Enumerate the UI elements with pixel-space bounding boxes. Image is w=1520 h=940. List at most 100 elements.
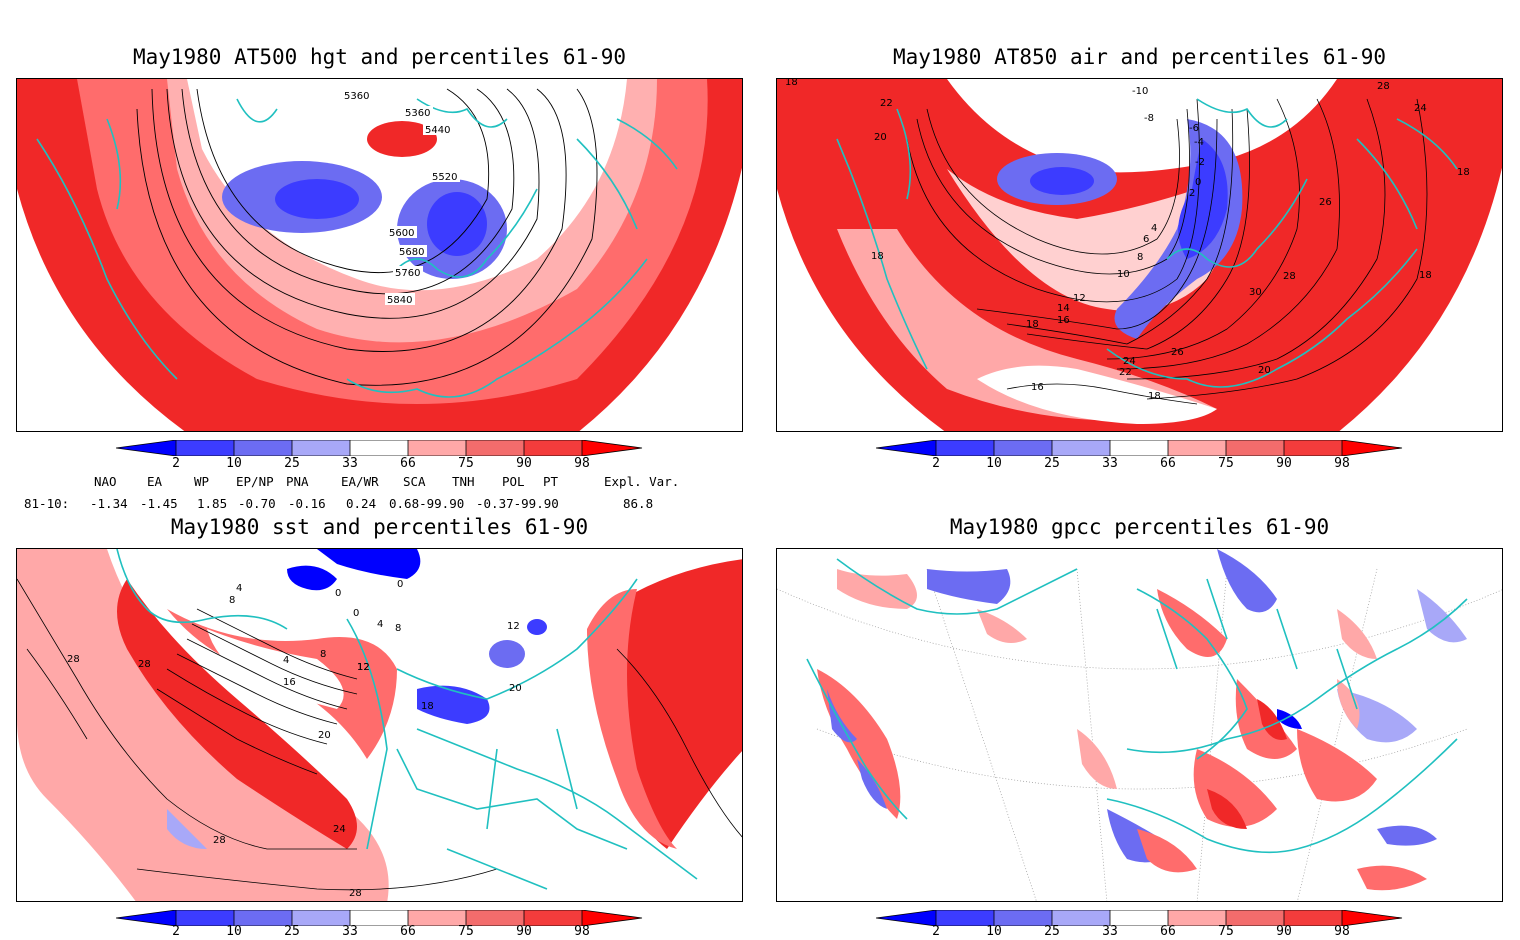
cb-label: 10 [986,456,1002,471]
contour-label: 5360 [344,91,369,102]
contour-label: 4 [1151,223,1157,234]
colorbar-segment [524,910,582,926]
contour-label: 20 [509,683,522,694]
colorbar-segment [350,440,408,456]
contour-label: 28 [1283,271,1296,282]
contour-label: 5520 [432,172,457,183]
colorbar-segment [1226,910,1284,926]
colorbar-outline [116,910,643,926]
cb-label: 98 [574,924,590,939]
contour-label: 20 [874,132,887,143]
cb-label: 25 [1044,924,1060,939]
coastlines [806,558,1468,854]
contour-label: 5600 [389,228,414,239]
colorbar-segment [1168,440,1226,456]
contour-label: 0 [335,588,341,599]
contour-label: 30 [1249,287,1262,298]
panel-title-air850: May1980 AT850 air and percentiles 61-90 [892,45,1387,69]
cold-anomaly-atlantic-core [1030,167,1094,195]
map-air850: 18 22 20 18 -10 -8 -6 -4 -2 0 2 4 6 8 10… [776,78,1503,432]
contour-label: 16 [1057,315,1070,326]
contour-label: 28 [349,888,362,899]
cb-label: 2 [932,456,940,471]
colorbar-segment [234,910,292,926]
colorbar-segment [876,910,936,926]
contour-label: -6 [1189,123,1199,134]
cb-label: 90 [516,456,532,471]
cold-anomaly-west-core [275,179,359,219]
contour-label: 28 [213,835,226,846]
colorbar-segment [1342,440,1402,456]
contour-label: 18 [785,79,798,88]
colorbar-top-right-labels: 2 10 25 33 66 75 90 98 [876,456,1404,472]
contour-label: 28 [138,659,151,670]
colorbar-segment [1052,440,1110,456]
contour-label: 20 [1258,365,1271,376]
cb-label: 98 [574,456,590,471]
index-header: WP [194,474,210,489]
colorbar-segment [408,440,466,456]
contour-label: 5760 [395,268,420,279]
index-header: EA [147,474,163,489]
cold-anomaly-europe-core [427,192,487,256]
precip-anomaly-patches [817,549,1467,891]
index-value: -0.37-99.90 [476,496,559,511]
contour-label: 28 [1377,81,1390,92]
anomaly-region-warm-pacific-edge [587,589,677,849]
index-value: -1.34 [90,496,128,511]
contour-label: 18 [421,701,434,712]
anomaly-region-light [837,229,1217,421]
contour-label: 5680 [399,247,424,258]
contour-label: 18 [1419,270,1432,281]
index-header: SCA [403,474,426,489]
panel-title-hgt500: May1980 AT500 hgt and percentiles 61-90 [132,45,627,69]
colorbar-segment [176,440,234,456]
contour-label: 12 [1073,293,1086,304]
colorbar-segment [1342,910,1402,926]
cb-label: 25 [284,456,300,471]
cb-label: 25 [284,924,300,939]
coastlines [36,98,678,398]
index-header: TNH [452,474,475,489]
contour-label: 4 [377,619,383,630]
index-header: POL [502,474,525,489]
colorbar-segment [116,440,176,456]
anomaly-region-warm-atlantic-core [117,579,357,849]
cold-anomaly-hudson [287,565,337,591]
contour-label: 24 [333,824,346,835]
cb-label: 66 [400,456,416,471]
colorbar-segment [1052,910,1110,926]
colorbar-segment [176,910,234,926]
contour-label: 4 [283,655,289,666]
contour-label: 18 [1457,167,1470,178]
colorbar-top-left-labels: 2 10 25 33 66 75 90 98 [116,456,644,472]
colorbar-segment [1226,440,1284,456]
index-value: 0.24 [346,496,377,511]
contour-label: 16 [283,677,296,688]
map-hgt500-canvas: 5360 5360 5440 5520 5600 5680 5760 5840 [17,79,742,431]
colorbar-segment [582,440,642,456]
index-value: 1.85 [197,496,228,511]
index-value: -0.16 [288,496,326,511]
anomaly-region-white-arctic [947,79,1337,173]
colorbar-outline [876,440,1403,456]
cb-label: 10 [986,924,1002,939]
index-header: PNA [286,474,309,489]
contour-labels: 5360 5360 5440 5520 5600 5680 5760 5840 [342,89,460,306]
cold-anomaly-south [167,809,207,849]
contour-label: 22 [1119,367,1132,378]
colorbar-segment [994,910,1052,926]
colorbar-segment [292,910,350,926]
sst-contours [17,578,742,891]
anomaly-region-white-south [977,365,1217,424]
colorbar-segment [1284,440,1342,456]
index-header: PT [543,474,559,489]
index-row-label: 81-10: [24,496,70,511]
contour-label: 8 [1137,252,1143,263]
colorbar-bottom-left-labels: 2 10 25 33 66 75 90 98 [116,924,644,940]
contour-label: 6 [1143,234,1149,245]
contour-label: -2 [1195,157,1205,168]
map-air850-canvas: 18 22 20 18 -10 -8 -6 -4 -2 0 2 4 6 8 10… [777,79,1502,431]
contour-label: 12 [357,662,370,673]
cold-anomaly-arctic [317,549,421,579]
